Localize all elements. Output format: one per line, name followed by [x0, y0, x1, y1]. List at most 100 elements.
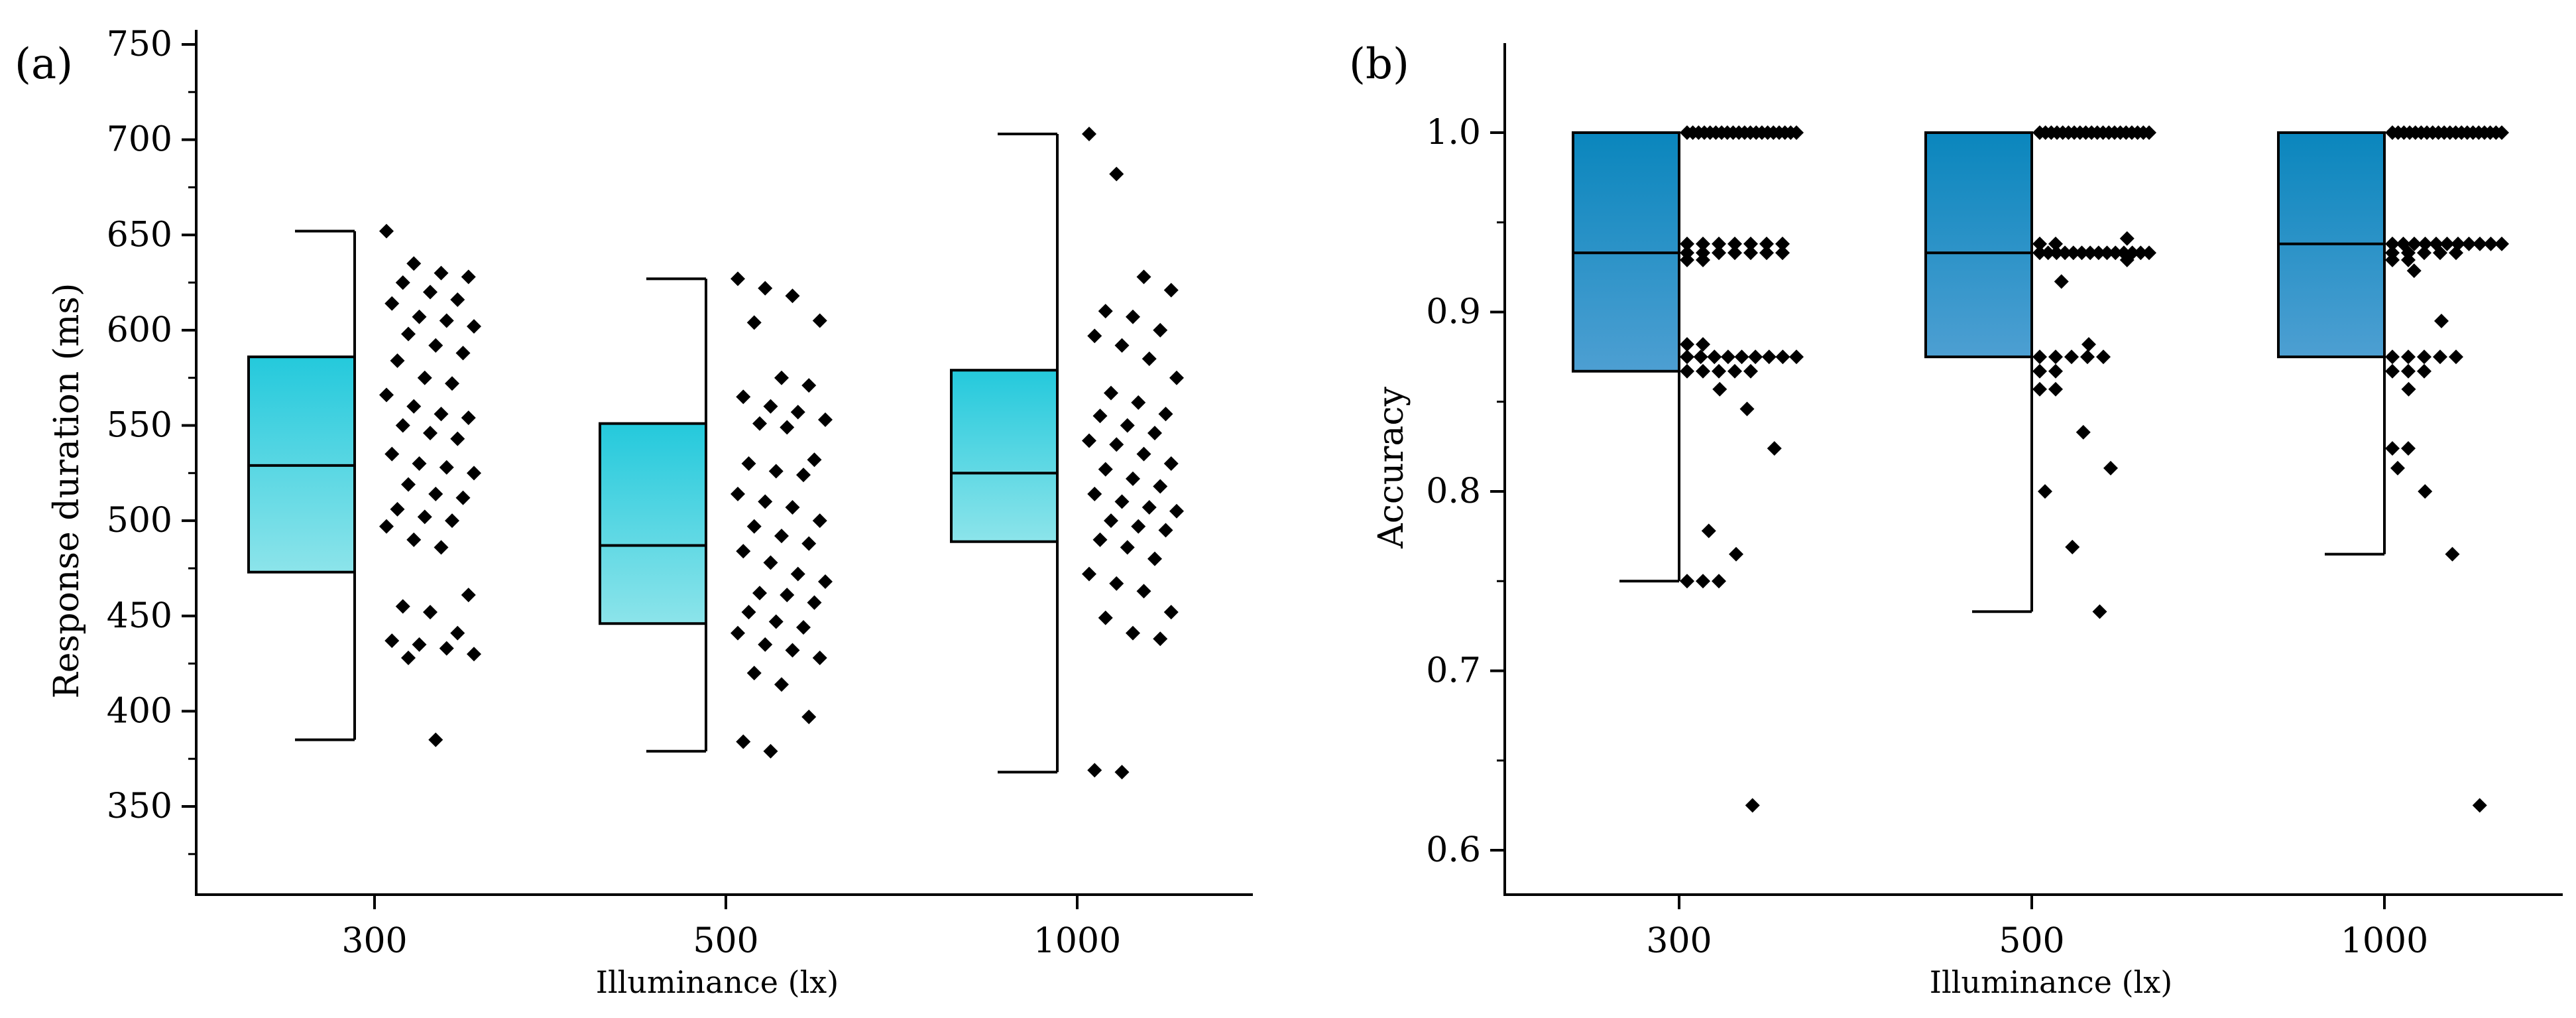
- data-point: [2032, 363, 2047, 379]
- data-point: [406, 256, 422, 271]
- data-point: [1163, 456, 1179, 471]
- data-point: [812, 513, 827, 529]
- data-point: [1729, 546, 1743, 562]
- data-point: [395, 599, 410, 614]
- data-point: [1131, 519, 1146, 534]
- data-point: [1680, 363, 1694, 379]
- data-point: [401, 477, 416, 492]
- data-point: [379, 387, 394, 403]
- data-point: [818, 412, 833, 427]
- y-tick-label: 1.0: [1426, 113, 1481, 153]
- data-point: [1126, 309, 1140, 324]
- data-point: [2385, 350, 2400, 365]
- data-point: [746, 315, 762, 330]
- data-point: [1775, 245, 1790, 261]
- data-point: [412, 637, 427, 652]
- y-tick-label: 700: [107, 120, 172, 160]
- data-point: [1739, 401, 1755, 416]
- data-point: [2049, 245, 2064, 261]
- data-point: [1126, 471, 1140, 486]
- data-point: [1775, 350, 1790, 365]
- data-point: [1680, 253, 1694, 268]
- data-point: [1114, 494, 1130, 509]
- data-point: [763, 743, 778, 759]
- y-tick-label: 450: [107, 596, 172, 636]
- data-point: [439, 460, 454, 475]
- data-point: [461, 269, 476, 285]
- data-point: [1707, 350, 1722, 365]
- data-point: [774, 529, 789, 544]
- data-point: [1761, 350, 1777, 365]
- data-point: [2058, 245, 2073, 261]
- data-point: [1153, 631, 1168, 647]
- data-point: [2494, 125, 2509, 140]
- data-point: [2076, 424, 2091, 440]
- data-point: [2142, 125, 2156, 140]
- data-point: [812, 313, 827, 328]
- data-point: [2401, 381, 2416, 397]
- data-point: [812, 650, 827, 665]
- data-point: [1142, 500, 1157, 515]
- data-point: [1098, 610, 1113, 625]
- data-point: [758, 494, 773, 509]
- data-point: [1712, 236, 1726, 251]
- data-point: [763, 555, 778, 570]
- data-point: [434, 265, 449, 281]
- data-point: [384, 446, 400, 462]
- data-point: [445, 376, 459, 391]
- data-point: [2048, 236, 2063, 251]
- data-point: [2401, 441, 2416, 456]
- data-point: [2081, 337, 2096, 352]
- data-point: [1109, 576, 1124, 591]
- data-point: [1680, 236, 1694, 251]
- data-point: [1775, 236, 1790, 251]
- panel-a-label: (a): [15, 40, 73, 89]
- data-point: [1153, 322, 1168, 338]
- data-point: [780, 588, 795, 603]
- data-point: [1104, 513, 1118, 529]
- data-point: [461, 411, 476, 426]
- data-point: [736, 389, 751, 405]
- x-tick-label: 1000: [2341, 921, 2428, 961]
- data-point: [428, 486, 443, 501]
- data-point: [758, 637, 773, 652]
- data-point: [736, 734, 751, 749]
- data-point: [417, 509, 432, 525]
- data-point: [752, 416, 767, 431]
- y-tick-label: 350: [107, 787, 172, 826]
- data-point: [731, 486, 745, 501]
- data-point: [406, 532, 422, 547]
- x-tick-label: 500: [693, 921, 758, 961]
- data-point: [2433, 350, 2447, 365]
- data-point: [1693, 350, 1708, 365]
- y-tick-label: 0.7: [1426, 651, 1481, 691]
- data-point: [2433, 245, 2447, 261]
- data-point: [1158, 407, 1173, 422]
- data-point: [807, 595, 822, 610]
- data-point: [731, 625, 745, 641]
- data-point: [1163, 283, 1179, 298]
- data-point: [428, 338, 443, 353]
- data-point: [1696, 236, 1710, 251]
- data-point: [1743, 245, 1758, 261]
- data-point: [401, 326, 416, 342]
- data-point: [1745, 798, 1760, 813]
- data-point: [1092, 409, 1108, 424]
- data-point: [461, 588, 476, 603]
- data-point: [746, 665, 762, 680]
- box: [950, 369, 1059, 543]
- data-point: [2119, 253, 2135, 268]
- data-point: [2406, 263, 2422, 279]
- data-point: [785, 288, 800, 304]
- data-point: [2461, 236, 2477, 251]
- data-point: [2417, 350, 2431, 365]
- data-point: [1120, 540, 1135, 555]
- data-point: [384, 296, 400, 311]
- data-point: [801, 709, 817, 724]
- data-point: [801, 378, 817, 393]
- data-point: [801, 536, 817, 551]
- data-point: [2080, 350, 2095, 365]
- data-point: [1098, 462, 1113, 477]
- data-point: [1163, 605, 1179, 620]
- data-point: [417, 370, 432, 385]
